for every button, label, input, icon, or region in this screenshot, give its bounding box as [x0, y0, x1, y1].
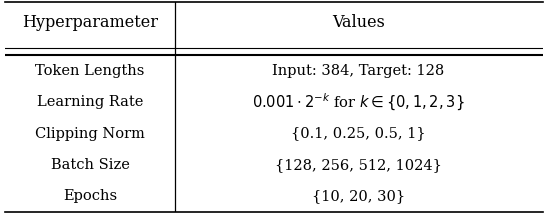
Text: Batch Size: Batch Size: [50, 158, 129, 172]
Text: Clipping Norm: Clipping Norm: [35, 126, 145, 141]
Text: Epochs: Epochs: [63, 189, 117, 203]
Text: Input: 384, Target: 128: Input: 384, Target: 128: [272, 64, 445, 78]
Text: Hyperparameter: Hyperparameter: [22, 14, 158, 31]
Text: Values: Values: [332, 14, 385, 31]
Text: $0.001 \cdot 2^{-k}$ for $k \in \{0, 1, 2, 3\}$: $0.001 \cdot 2^{-k}$ for $k \in \{0, 1, …: [252, 92, 465, 113]
Text: Token Lengths: Token Lengths: [36, 64, 145, 78]
Text: {0.1, 0.25, 0.5, 1}: {0.1, 0.25, 0.5, 1}: [292, 126, 426, 141]
Text: Learning Rate: Learning Rate: [37, 95, 143, 109]
Text: {10, 20, 30}: {10, 20, 30}: [312, 189, 405, 203]
Text: {128, 256, 512, 1024}: {128, 256, 512, 1024}: [275, 158, 442, 172]
